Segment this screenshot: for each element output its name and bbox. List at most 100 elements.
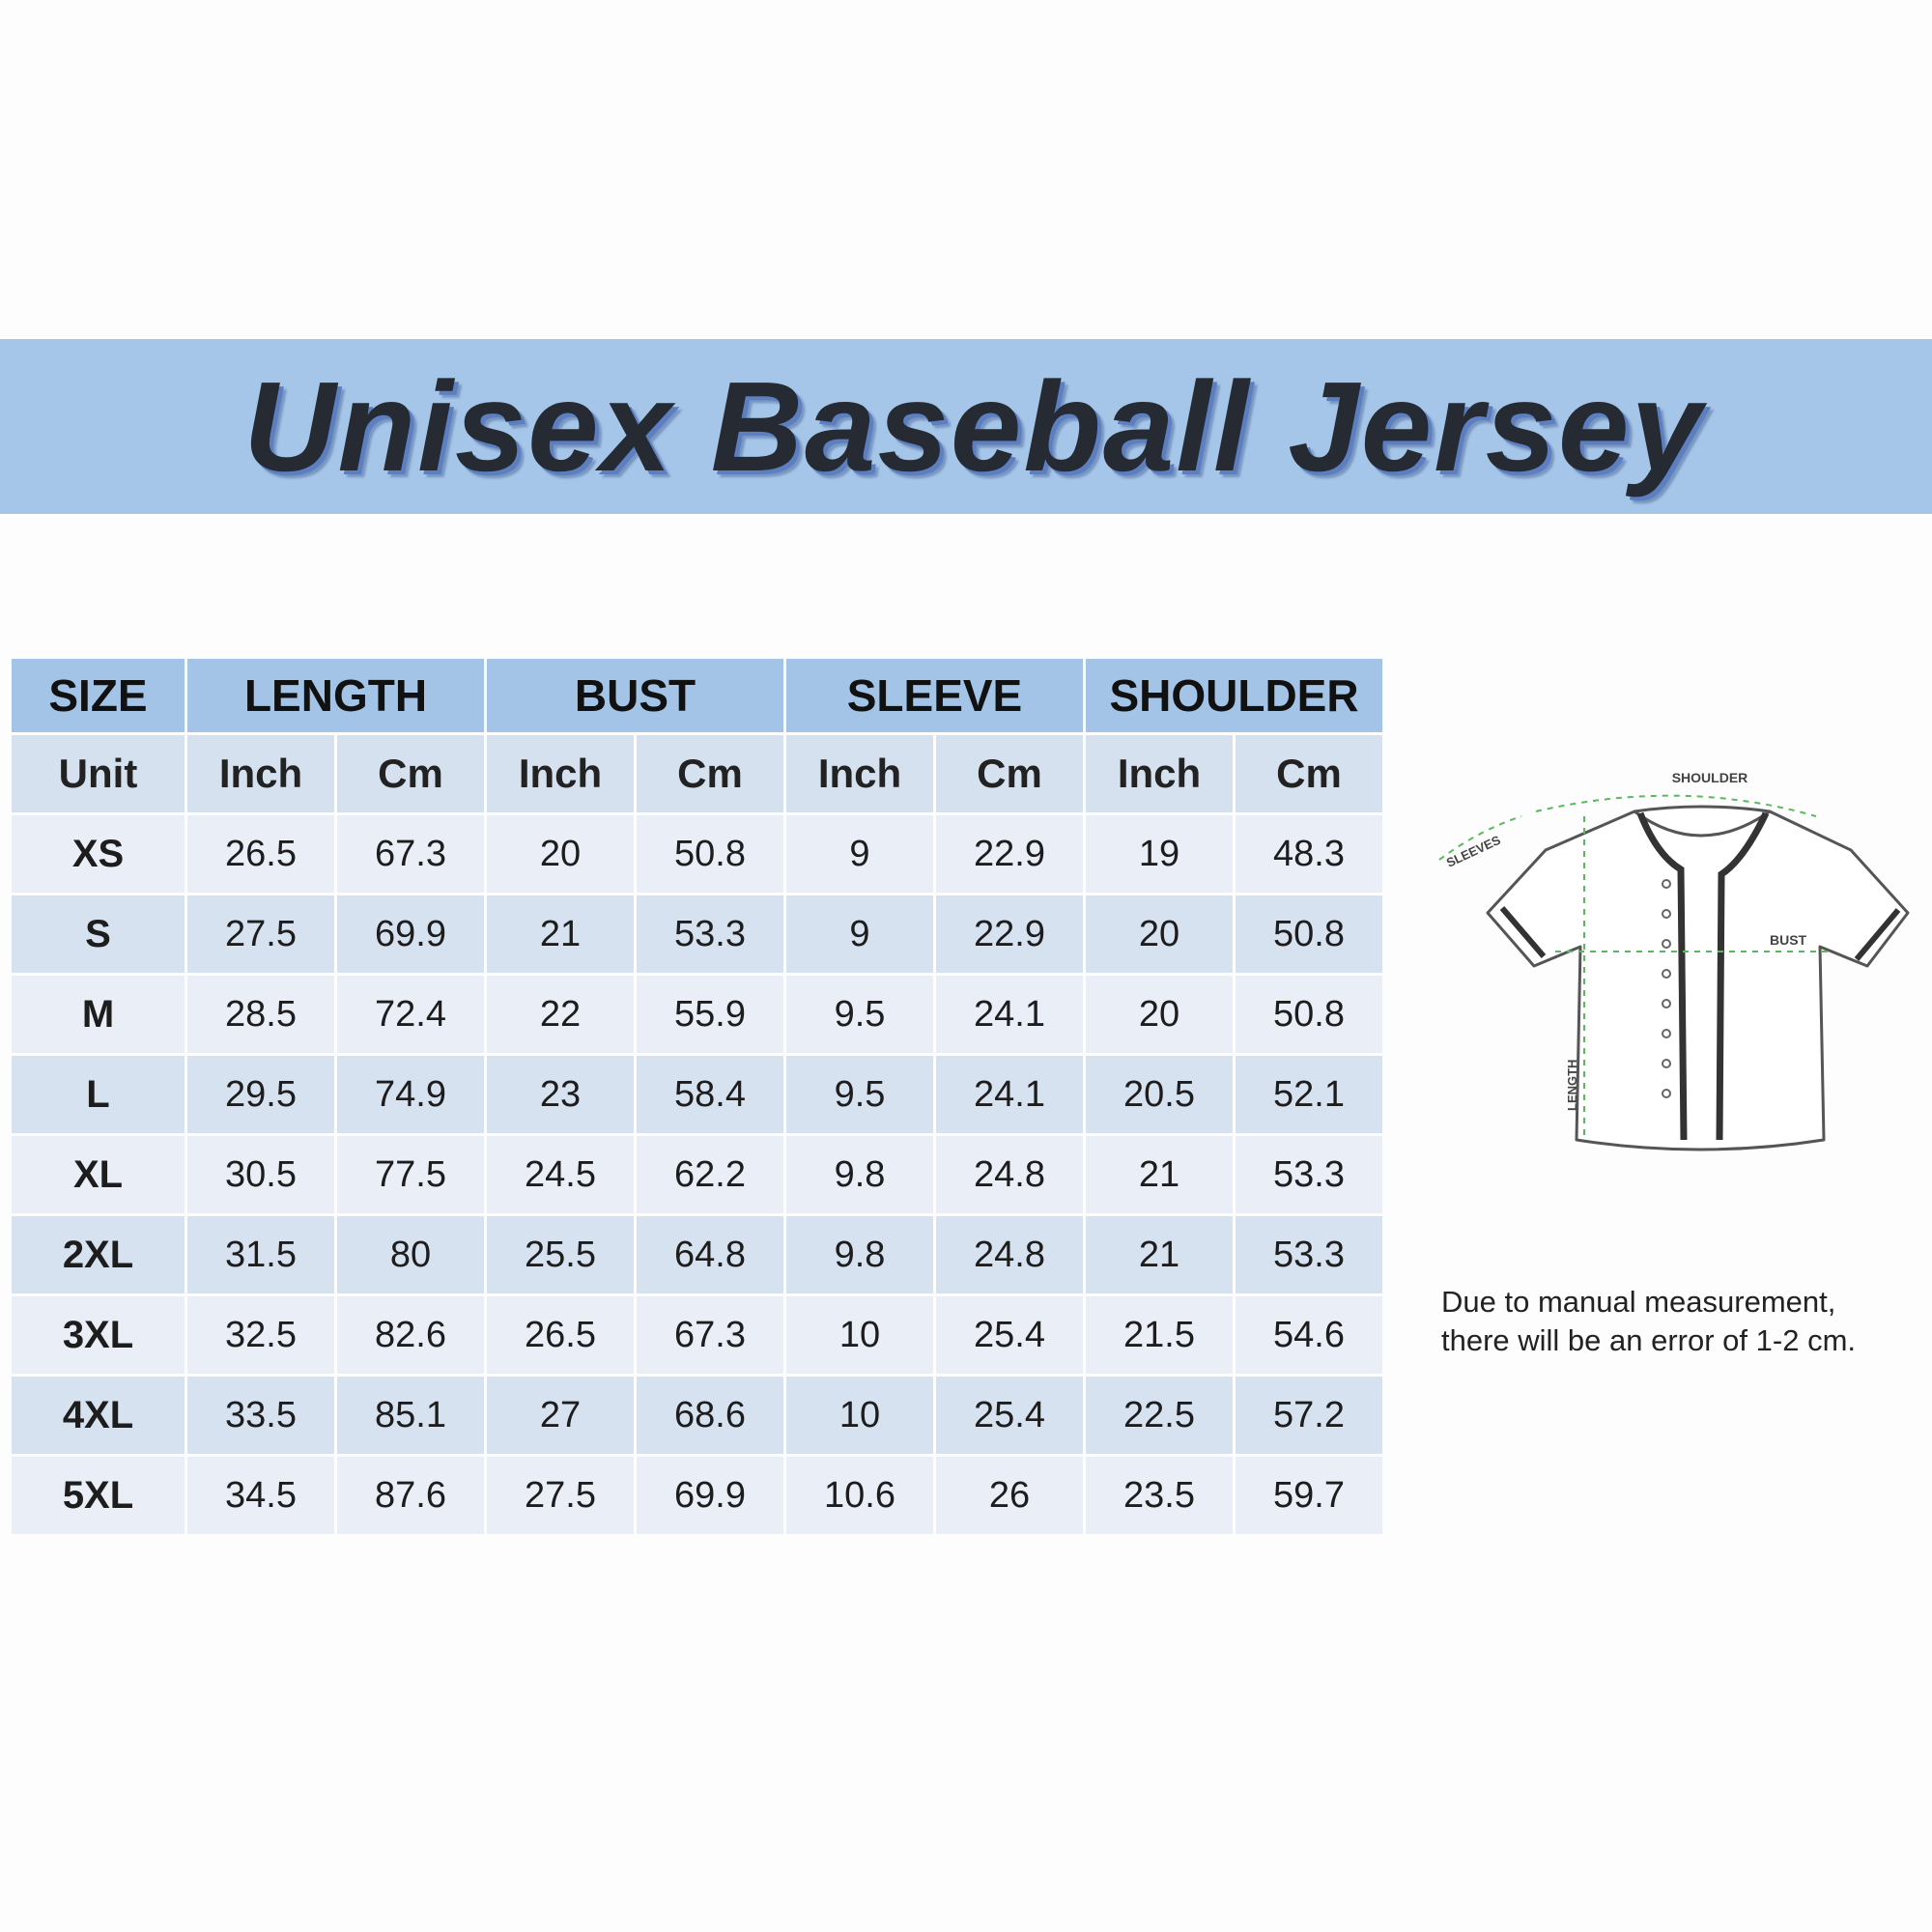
value-cell: 20.5 [1086, 1056, 1233, 1133]
measurement-note: Due to manual measurement, there will be… [1441, 1283, 1856, 1360]
value-cell: 22 [487, 976, 634, 1053]
value-cell: 21.5 [1086, 1296, 1233, 1374]
jersey-diagram: SHOULDER SLEEVES BUST LENGTH [1438, 770, 1910, 1151]
placket-stripe-right [1716, 811, 1770, 1141]
unit-cell: Cm [936, 735, 1083, 812]
note-line-2: there will be an error of 1-2 cm. [1441, 1323, 1857, 1357]
unit-cell: Inch [187, 735, 334, 812]
value-cell: 69.9 [637, 1457, 783, 1534]
value-cell: 25.4 [936, 1377, 1083, 1454]
note-line-1: Due to manual measurement, [1441, 1285, 1836, 1319]
value-cell: 57.2 [1236, 1377, 1382, 1454]
value-cell: 50.8 [1236, 895, 1382, 973]
value-cell: 74.9 [337, 1056, 484, 1133]
value-cell: 26.5 [187, 815, 334, 893]
value-cell: 30.5 [187, 1136, 334, 1213]
value-cell: 24.5 [487, 1136, 634, 1213]
value-cell: 9.8 [786, 1216, 933, 1293]
value-cell: 10.6 [786, 1457, 933, 1534]
value-cell: 23.5 [1086, 1457, 1233, 1534]
value-cell: 67.3 [337, 815, 484, 893]
unit-cell: Inch [786, 735, 933, 812]
header-row: SIZE LENGTH BUST SLEEVE SHOULDER [12, 659, 1382, 732]
size-cell: M [12, 976, 185, 1053]
value-cell: 27.5 [487, 1457, 634, 1534]
value-cell: 24.8 [936, 1136, 1083, 1213]
table-row: M 28.5 72.4 22 55.9 9.5 24.1 20 50.8 [12, 976, 1382, 1053]
value-cell: 31.5 [187, 1216, 334, 1293]
value-cell: 22.9 [936, 895, 1083, 973]
size-cell: 2XL [12, 1216, 185, 1293]
value-cell: 72.4 [337, 976, 484, 1053]
jersey-collar [1634, 810, 1771, 838]
value-cell: 82.6 [337, 1296, 484, 1374]
value-cell: 33.5 [187, 1377, 334, 1454]
table-row: 2XL 31.5 80 25.5 64.8 9.8 24.8 21 53.3 [12, 1216, 1382, 1293]
value-cell: 67.3 [637, 1296, 783, 1374]
value-cell: 24.1 [936, 1056, 1083, 1133]
value-cell: 26 [936, 1457, 1083, 1534]
sleeve-measure-line [1438, 815, 1522, 861]
value-cell: 62.2 [637, 1136, 783, 1213]
value-cell: 27.5 [187, 895, 334, 973]
value-cell: 48.3 [1236, 815, 1382, 893]
value-cell: 68.6 [637, 1377, 783, 1454]
value-cell: 9.8 [786, 1136, 933, 1213]
value-cell: 10 [786, 1296, 933, 1374]
value-cell: 9 [786, 895, 933, 973]
value-cell: 87.6 [337, 1457, 484, 1534]
table-row: XS 26.5 67.3 20 50.8 9 22.9 19 48.3 [12, 815, 1382, 893]
value-cell: 53.3 [1236, 1216, 1382, 1293]
unit-cell: Inch [487, 735, 634, 812]
header-sleeve: SLEEVE [786, 659, 1083, 732]
value-cell: 23 [487, 1056, 634, 1133]
measurement-lines [1438, 794, 1831, 1140]
value-cell: 9 [786, 815, 933, 893]
value-cell: 20 [1086, 976, 1233, 1053]
header-shoulder: SHOULDER [1086, 659, 1382, 732]
shoulder-measure-line [1535, 794, 1817, 817]
value-cell: 54.6 [1236, 1296, 1382, 1374]
value-cell: 34.5 [187, 1457, 334, 1534]
jersey-buttons [1662, 879, 1671, 1098]
value-cell: 59.7 [1236, 1457, 1382, 1534]
sleeve-stripe-right [1854, 908, 1901, 961]
unit-row: Unit Inch Cm Inch Cm Inch Cm Inch Cm [12, 735, 1382, 812]
table-row: 5XL 34.5 87.6 27.5 69.9 10.6 26 23.5 59.7 [12, 1457, 1382, 1534]
title-banner: Unisex Baseball Jersey [0, 339, 1932, 514]
unit-cell: Cm [1236, 735, 1382, 812]
table-row: 3XL 32.5 82.6 26.5 67.3 10 25.4 21.5 54.6 [12, 1296, 1382, 1374]
placket-stripe-left [1636, 811, 1688, 1141]
value-cell: 19 [1086, 815, 1233, 893]
value-cell: 64.8 [637, 1216, 783, 1293]
size-cell: XS [12, 815, 185, 893]
value-cell: 21 [1086, 1136, 1233, 1213]
value-cell: 25.5 [487, 1216, 634, 1293]
value-cell: 50.8 [1236, 976, 1382, 1053]
value-cell: 26.5 [487, 1296, 634, 1374]
value-cell: 52.1 [1236, 1056, 1382, 1133]
table-row: XL 30.5 77.5 24.5 62.2 9.8 24.8 21 53.3 [12, 1136, 1382, 1213]
value-cell: 80 [337, 1216, 484, 1293]
value-cell: 29.5 [187, 1056, 334, 1133]
size-chart-table: SIZE LENGTH BUST SLEEVE SHOULDER Unit Inc… [9, 656, 1385, 1537]
value-cell: 21 [1086, 1216, 1233, 1293]
value-cell: 50.8 [637, 815, 783, 893]
table-row: S 27.5 69.9 21 53.3 9 22.9 20 50.8 [12, 895, 1382, 973]
label-bust: BUST [1770, 932, 1807, 948]
header-bust: BUST [487, 659, 783, 732]
value-cell: 21 [487, 895, 634, 973]
size-cell: S [12, 895, 185, 973]
label-shoulder: SHOULDER [1672, 770, 1748, 785]
label-length: LENGTH [1565, 1060, 1579, 1111]
value-cell: 77.5 [337, 1136, 484, 1213]
value-cell: 22.5 [1086, 1377, 1233, 1454]
value-cell: 20 [487, 815, 634, 893]
value-cell: 53.3 [637, 895, 783, 973]
unit-cell: Cm [637, 735, 783, 812]
value-cell: 24.8 [936, 1216, 1083, 1293]
value-cell: 25.4 [936, 1296, 1083, 1374]
jersey-outline [1486, 805, 1910, 1151]
value-cell: 32.5 [187, 1296, 334, 1374]
table-row: 4XL 33.5 85.1 27 68.6 10 25.4 22.5 57.2 [12, 1377, 1382, 1454]
